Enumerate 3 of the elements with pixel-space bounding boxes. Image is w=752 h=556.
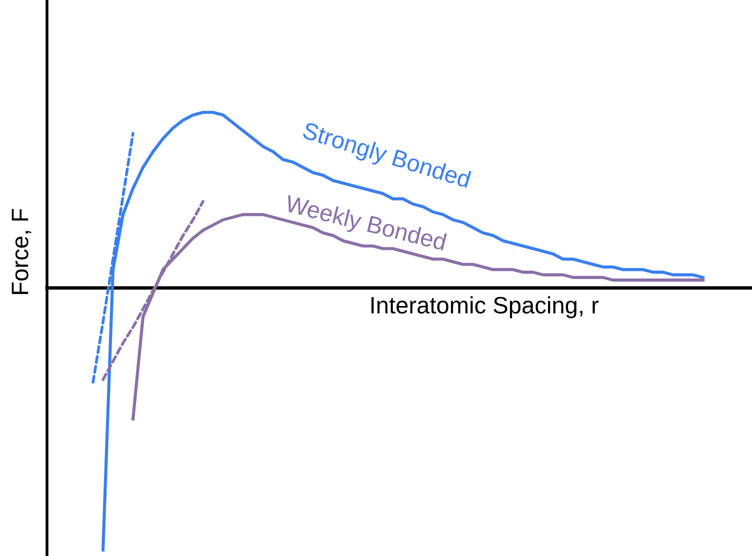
y-axis-title: Force, F [12,208,32,294]
x-axis-title: Interatomic Spacing, r [371,296,599,318]
text: Weekly Bonded [283,194,447,256]
